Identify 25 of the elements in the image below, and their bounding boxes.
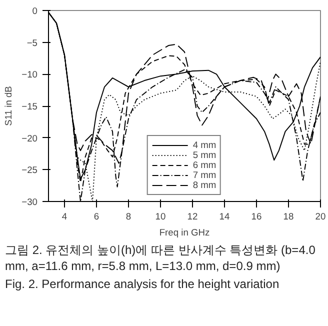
y-tick-label: −25 [22, 165, 38, 176]
x-tick-label: 14 [219, 212, 230, 222]
x-axis-title: Freq in GHz [159, 228, 210, 238]
y-tick-label: −20 [22, 133, 38, 144]
x-tick-label: 8 [126, 212, 132, 222]
y-tick-label: 0 [32, 6, 38, 16]
caption: Fig. 2. Performance analysis for the height variation [5, 276, 280, 293]
x-tick-label: 20 [315, 212, 326, 222]
legend-label: 4 mm [192, 140, 216, 150]
legend-label: 5 mm [192, 150, 216, 160]
y-tick-label: −5 [26, 38, 38, 48]
x-tick-label: 18 [283, 212, 294, 222]
y-tick-label: −10 [22, 70, 38, 80]
x-tick-label: 6 [94, 212, 100, 222]
legend-label: 7 mm [192, 170, 216, 180]
legend-label: 8 mm [192, 180, 216, 190]
caption: 그림 2. 유전체의 높이(h)에 따른 반사계수 특성변화 (b=4.0 mm, a=11.6 mm, r=5.8 mm, L=13.0 mm, d=0.9 mm) [5, 242, 316, 274]
y-axis-title: S11 in dB [4, 86, 14, 126]
legend-label: 6 mm [192, 160, 216, 170]
y-tick-label: −30 [22, 197, 38, 207]
x-tick-label: 10 [155, 212, 166, 222]
x-tick-label: 12 [187, 212, 198, 222]
y-tick-label: −15 [22, 102, 38, 112]
x-tick-label: 16 [251, 212, 262, 222]
x-tick-label: 4 [62, 212, 68, 222]
